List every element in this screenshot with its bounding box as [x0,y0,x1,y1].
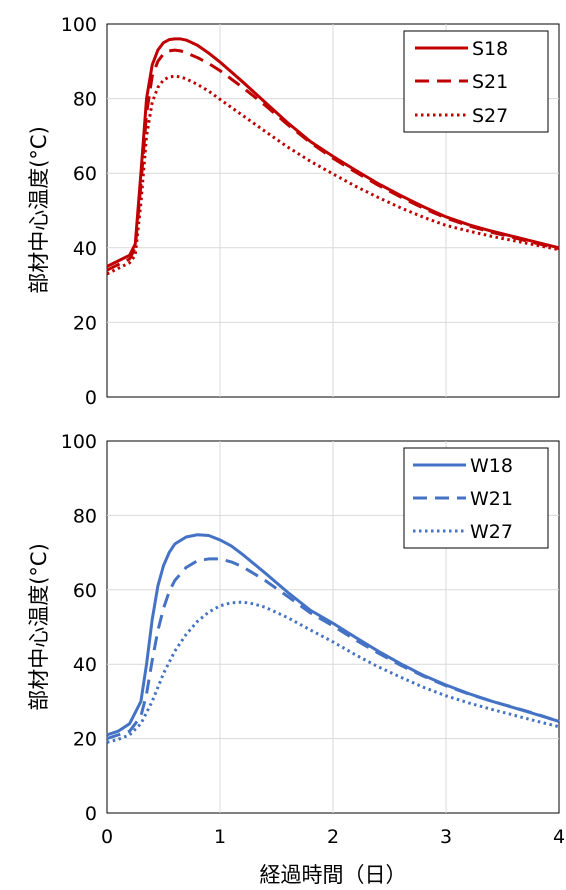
bottom-x-tick-label: 4 [553,826,565,848]
top-y-tick-label: 100 [61,14,97,36]
top-y-axis-label: 部材中心温度(°C) [27,126,51,294]
bottom-series-group [106,533,560,744]
top-y-tick-label: 40 [73,238,97,260]
bottom-series-line-w21 [106,557,560,741]
top-legend-label-s21: S21 [472,71,508,93]
bottom-legend-label-w18: W18 [470,455,513,477]
bottom-y-tick-label: 40 [73,654,97,676]
top-y-tick-labels: 0 20 40 60 80 100 [61,14,97,409]
top-legend-label-s27: S27 [472,105,508,127]
top-y-tick-label: 20 [73,312,97,334]
bottom-x-axis-label: 経過時間（日） [260,863,407,887]
bottom-x-tick-label: 2 [327,826,339,848]
bottom-chart: 0 20 40 60 80 100 0 1 2 3 4 部材中心温度(°C) 経過時間（日） W1… [27,431,565,887]
bottom-x-tick-label: 3 [440,826,452,848]
top-chart: 0 20 40 60 80 100 部材中心温度(°C) S18 S21 S27 [27,14,560,409]
bottom-x-tick-label: 1 [214,826,226,848]
top-legend-label-s18: S18 [472,38,508,60]
bottom-x-tick-labels: 0 1 2 3 4 [101,826,565,848]
top-series-line-s21 [106,48,560,272]
bottom-legend: W18 W21 W27 [403,447,549,549]
bottom-y-tick-labels: 0 20 40 60 80 100 [61,431,97,825]
bottom-x-tick-label: 0 [101,826,113,848]
bottom-y-tick-label: 100 [61,431,97,453]
top-y-tick-label: 0 [85,387,97,409]
bottom-legend-label-w21: W21 [470,488,513,510]
bottom-legend-label-w27: W27 [470,521,513,543]
top-series-line-s18 [106,37,560,268]
bottom-y-tick-label: 0 [85,803,97,825]
bottom-y-tick-label: 60 [73,580,97,602]
bottom-series-line-w18 [106,533,560,737]
bottom-y-axis-label: 部材中心温度(°C) [27,543,51,711]
bottom-y-tick-label: 20 [73,729,97,751]
top-series-group [106,37,560,276]
top-y-tick-label: 80 [73,89,97,111]
top-series-line-s27 [106,74,560,276]
bottom-series-line-w27 [106,600,560,744]
top-legend: S18 S21 S27 [403,30,549,133]
bottom-y-tick-label: 80 [73,505,97,527]
top-y-tick-label: 60 [73,163,97,185]
